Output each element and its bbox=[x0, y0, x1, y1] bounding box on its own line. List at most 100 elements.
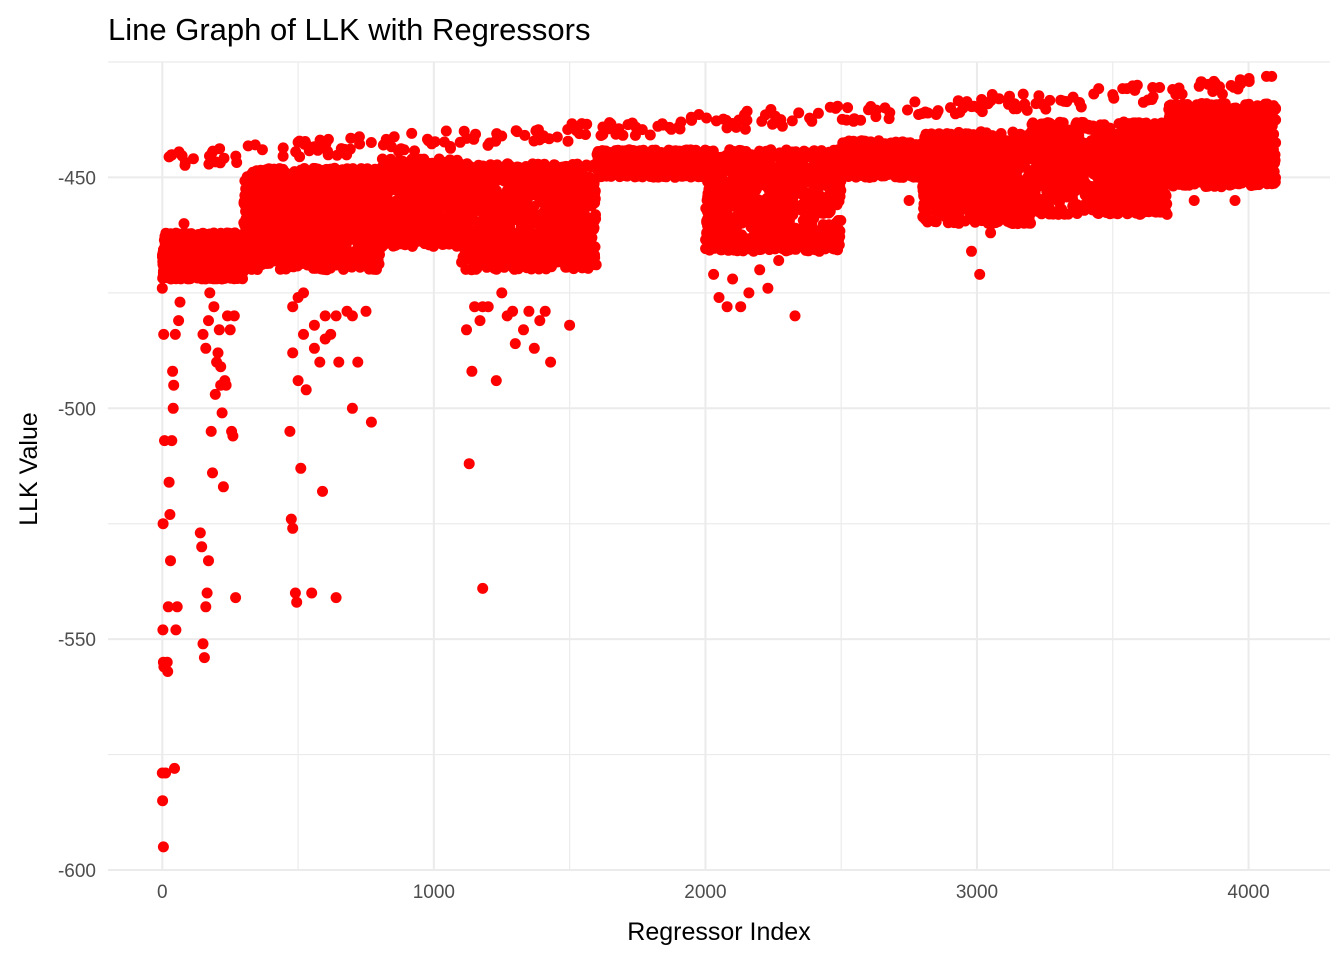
data-point bbox=[157, 841, 169, 853]
data-point bbox=[442, 183, 454, 195]
data-point bbox=[481, 258, 493, 269]
data-point bbox=[291, 596, 303, 608]
data-point bbox=[169, 328, 181, 340]
data-point bbox=[200, 342, 212, 354]
data-point bbox=[330, 310, 342, 322]
data-point bbox=[195, 259, 207, 271]
data-point bbox=[423, 195, 435, 207]
data-point bbox=[383, 213, 395, 225]
data-point bbox=[217, 481, 229, 493]
data-point bbox=[422, 179, 434, 191]
data-point bbox=[297, 212, 309, 224]
data-point bbox=[545, 356, 557, 368]
data-point bbox=[194, 527, 206, 539]
data-point bbox=[342, 197, 354, 209]
data-point bbox=[799, 202, 811, 214]
data-point bbox=[478, 174, 490, 186]
data-point bbox=[158, 328, 170, 340]
data-point bbox=[509, 338, 521, 350]
data-point bbox=[522, 168, 534, 180]
data-point bbox=[744, 175, 756, 187]
data-point bbox=[528, 342, 540, 354]
data-point bbox=[745, 214, 757, 226]
data-point bbox=[266, 182, 278, 194]
data-point bbox=[473, 205, 485, 216]
data-point bbox=[170, 624, 182, 636]
data-point bbox=[346, 402, 358, 414]
data-point bbox=[568, 213, 580, 225]
data-point bbox=[762, 282, 774, 294]
data-point bbox=[572, 241, 583, 253]
data-point bbox=[307, 253, 319, 264]
data-point bbox=[291, 182, 303, 194]
data-point bbox=[477, 301, 489, 313]
data-point bbox=[483, 229, 495, 241]
data-point bbox=[420, 230, 432, 242]
data-point bbox=[306, 587, 318, 599]
data-point bbox=[735, 301, 747, 313]
data-point bbox=[204, 287, 216, 299]
data-point bbox=[523, 305, 535, 317]
data-point bbox=[526, 259, 538, 271]
data-point bbox=[813, 237, 825, 249]
data-point bbox=[360, 305, 372, 317]
data-point bbox=[346, 168, 358, 180]
data-point bbox=[828, 243, 840, 255]
data-point bbox=[330, 592, 342, 604]
data-point bbox=[307, 195, 319, 207]
data-point bbox=[806, 218, 818, 230]
data-point bbox=[807, 149, 819, 160]
data-point bbox=[985, 227, 997, 239]
data-point bbox=[708, 268, 720, 280]
data-point bbox=[501, 310, 513, 322]
data-point bbox=[727, 273, 739, 285]
data-point bbox=[164, 509, 176, 520]
data-point bbox=[157, 795, 169, 807]
data-point bbox=[247, 191, 259, 203]
data-point bbox=[250, 165, 262, 177]
data-point bbox=[458, 251, 470, 263]
data-point bbox=[818, 198, 830, 210]
data-point bbox=[463, 166, 475, 178]
data-point bbox=[496, 287, 508, 299]
data-point bbox=[720, 162, 731, 174]
data-point bbox=[548, 159, 560, 171]
data-point bbox=[818, 179, 830, 191]
data-point bbox=[669, 171, 681, 183]
data-point bbox=[543, 173, 555, 185]
data-point bbox=[205, 425, 217, 437]
data-point bbox=[243, 249, 255, 261]
data-point bbox=[287, 301, 299, 313]
data-point bbox=[391, 176, 402, 188]
data-point bbox=[564, 319, 576, 331]
data-point bbox=[196, 240, 208, 252]
data-point bbox=[166, 435, 178, 447]
data-point bbox=[703, 175, 715, 187]
data-point bbox=[224, 324, 236, 336]
data-point bbox=[178, 218, 190, 230]
data-point bbox=[216, 247, 228, 259]
data-point bbox=[342, 234, 354, 246]
data-point bbox=[624, 158, 636, 170]
data-point bbox=[327, 208, 339, 220]
data-point bbox=[535, 227, 547, 239]
data-point bbox=[787, 193, 799, 205]
data-point bbox=[225, 252, 237, 264]
data-point bbox=[570, 196, 582, 208]
data-point bbox=[160, 228, 172, 239]
data-point bbox=[543, 196, 554, 208]
data-point bbox=[162, 601, 174, 613]
data-point bbox=[156, 282, 168, 294]
data-point bbox=[511, 170, 523, 182]
data-point bbox=[757, 157, 769, 169]
data-point bbox=[216, 272, 228, 284]
data-point bbox=[826, 233, 838, 245]
data-point bbox=[518, 324, 529, 336]
data-point bbox=[689, 170, 701, 182]
data-point bbox=[735, 232, 747, 243]
data-point bbox=[196, 541, 208, 553]
data-point bbox=[161, 656, 173, 668]
data-point bbox=[647, 144, 658, 156]
data-point bbox=[252, 241, 264, 253]
data-point bbox=[440, 218, 452, 230]
